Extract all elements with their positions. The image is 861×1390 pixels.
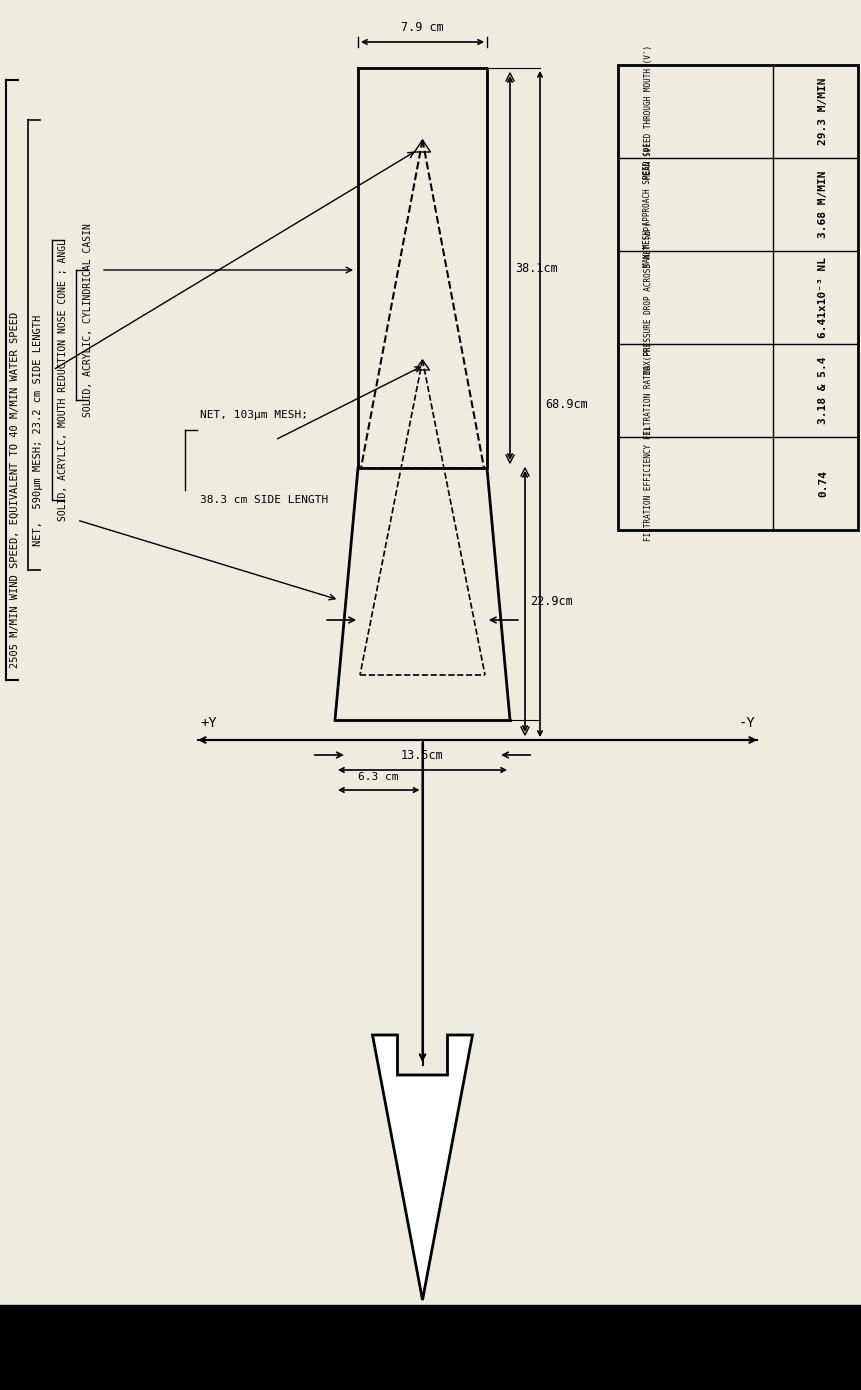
Text: 3.68 M/MIN: 3.68 M/MIN	[818, 171, 828, 238]
Text: NET, 103μm MESH;: NET, 103μm MESH;	[200, 410, 308, 420]
Text: MAX PRESSURE DROP ACROSS NET (ΔP): MAX PRESSURE DROP ACROSS NET (ΔP)	[643, 221, 653, 374]
Text: MEAN SPEED THROUGH MOUTH (V'): MEAN SPEED THROUGH MOUTH (V')	[643, 44, 653, 178]
Text: 68.9cm: 68.9cm	[545, 398, 588, 410]
Text: 38.1cm: 38.1cm	[515, 261, 558, 274]
Text: SOLID, ACRYLIC, CYLINDRICAL CASIN: SOLID, ACRYLIC, CYLINDRICAL CASIN	[83, 222, 93, 417]
Text: FILTRATION EFFICIENCY (F): FILTRATION EFFICIENCY (F)	[643, 425, 653, 541]
Text: 13.5cm: 13.5cm	[401, 749, 444, 762]
Text: 6.3 cm: 6.3 cm	[358, 771, 399, 783]
Text: NET,  590μm MESH; 23.2 cm SIDE LENGTH: NET, 590μm MESH; 23.2 cm SIDE LENGTH	[33, 314, 43, 546]
Text: FILTRATION RATIO (FR): FILTRATION RATIO (FR)	[643, 342, 653, 439]
Text: MAX MESH APPROACH SPEED (ψ): MAX MESH APPROACH SPEED (ψ)	[643, 142, 653, 267]
Text: 29.3 M/MIN: 29.3 M/MIN	[818, 78, 828, 145]
Text: 6.41x10⁻³ NL: 6.41x10⁻³ NL	[818, 257, 828, 338]
Text: 0.74: 0.74	[818, 470, 828, 498]
Text: alamy: alamy	[55, 1333, 158, 1362]
Text: -Y: -Y	[738, 716, 755, 730]
Bar	[618, 65, 858, 530]
Text: 22.9cm: 22.9cm	[530, 595, 573, 607]
Text: 7.9 cm: 7.9 cm	[401, 21, 444, 33]
Bar	[0, 1305, 861, 1390]
Text: 38.3 cm SIDE LENGTH: 38.3 cm SIDE LENGTH	[200, 495, 328, 505]
Polygon shape	[373, 1036, 473, 1300]
Text: +X: +X	[414, 1080, 430, 1094]
Text: SOLID, ACRYLIC, MOUTH REDUCTION NOSE CONE ; ANGL: SOLID, ACRYLIC, MOUTH REDUCTION NOSE CON…	[58, 239, 68, 521]
Text: 2505 M/MIN WIND SPEED, EQUIVALENT TO 40 M/MIN WATER SPEED: 2505 M/MIN WIND SPEED, EQUIVALENT TO 40 …	[10, 311, 20, 669]
Text: +Y: +Y	[200, 716, 217, 730]
Text: 3.18 & 5.4: 3.18 & 5.4	[818, 357, 828, 424]
